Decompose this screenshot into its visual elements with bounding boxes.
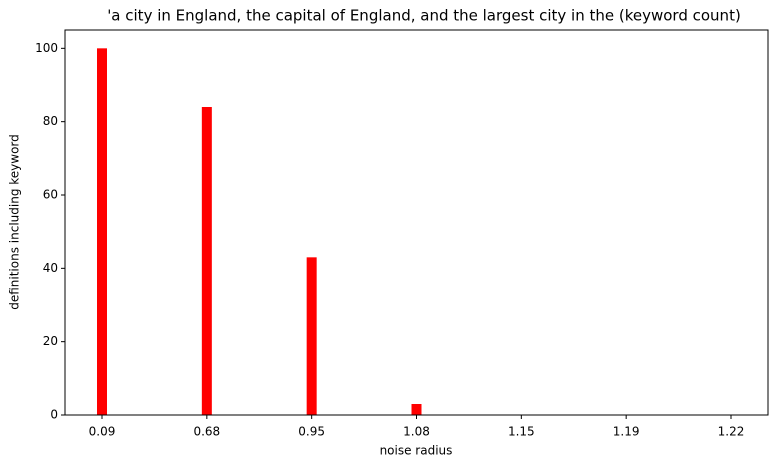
x-tick-label: 0.68 [193,425,220,439]
x-tick-label: 1.08 [403,425,430,439]
x-tick-label: 0.95 [298,425,325,439]
x-tick-label: 1.19 [613,425,640,439]
x-tick-label: 1.22 [718,425,745,439]
y-tick-label: 60 [43,188,58,202]
y-tick-label: 20 [43,334,58,348]
y-tick-label: 80 [43,114,58,128]
y-tick-label: 40 [43,261,58,275]
x-tick-label: 1.15 [508,425,535,439]
bar [306,257,317,415]
y-tick-label: 100 [35,41,58,55]
bar [411,404,422,415]
x-axis-label: noise radius [380,444,453,458]
plot-frame [64,29,769,416]
chart-title: 'a city in England, the capital of Engla… [107,7,741,25]
y-axis-label: definitions including keyword [8,134,22,310]
bar [97,48,107,415]
y-tick-label: 0 [50,408,58,422]
x-tick-label: 0.09 [89,425,116,439]
bar [201,107,212,415]
